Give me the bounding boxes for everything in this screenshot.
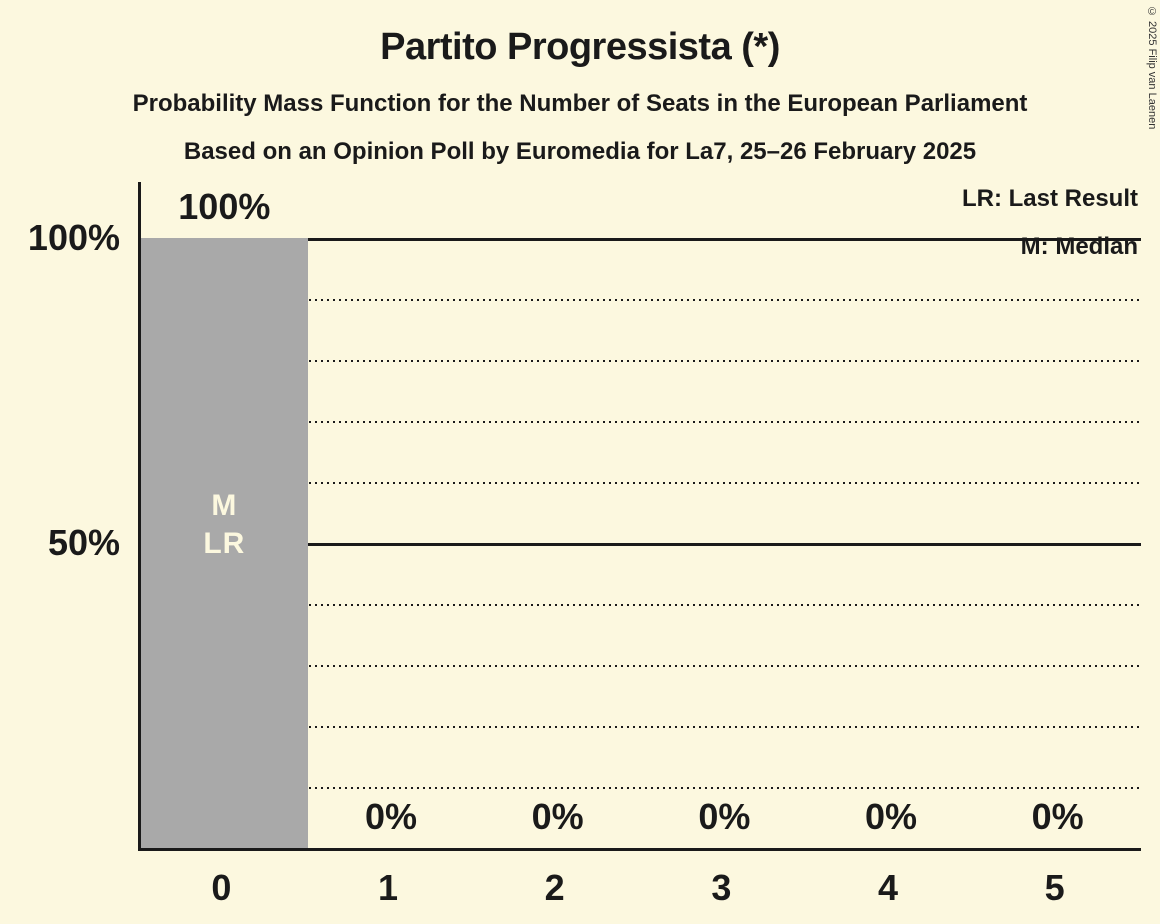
bar-value-label-seats-0: 100% [178, 186, 271, 227]
bar-value-label-seats-4: 0% [864, 796, 917, 837]
bar-seats-0: M LR [141, 238, 308, 848]
bar-value-label-seats-5: 0% [1031, 796, 1084, 837]
x-tick-label-4: 4 [877, 867, 898, 908]
x-tick-label-3: 3 [711, 867, 732, 908]
gridline-30pct [141, 665, 1141, 667]
x-tick-label-5: 5 [1044, 867, 1065, 908]
x-axis-labels: 0 1 2 3 4 5 [138, 866, 1138, 910]
gridline-20pct [141, 726, 1141, 728]
gridline-50pct [141, 543, 1141, 546]
legend: LR: Last Result M: Median [962, 184, 1138, 280]
chart-title: Partito Progressista (*) [380, 26, 780, 68]
copyright-notice: © 2025 Filip van Laenen [1146, 6, 1158, 130]
x-tick-label-1: 1 [377, 867, 398, 908]
gridline-90pct [141, 299, 1141, 301]
x-tick-label-0: 0 [211, 867, 232, 908]
bar-value-label-seats-1: 0% [364, 796, 417, 837]
plot-area: M LR 100% 0% 0% 0% 0% 0% [138, 182, 1141, 851]
gridline-70pct [141, 421, 1141, 423]
bar-annotation-line: LR [203, 526, 246, 560]
gridline-100pct [141, 238, 1141, 241]
bar-value-label-seats-2: 0% [531, 796, 584, 837]
bar-annotation-line: M [211, 488, 238, 522]
bar-value-label-seats-3: 0% [698, 796, 751, 837]
y-tick-label-100: 100% [27, 217, 120, 258]
gridline-80pct [141, 360, 1141, 362]
gridline-10pct [141, 787, 1141, 789]
chart-source-subtitle: Based on an Opinion Poll by Euromedia fo… [183, 138, 977, 165]
legend-item-median: M: Median [1020, 233, 1138, 260]
gridline-60pct [141, 482, 1141, 484]
chart-subtitle: Probability Mass Function for the Number… [132, 90, 1028, 117]
x-tick-label-2: 2 [544, 867, 565, 908]
bar-annotation-median-lastresult: M LR [141, 487, 308, 563]
legend-item-last-result: LR: Last Result [961, 185, 1138, 212]
y-tick-label-50: 50% [47, 522, 120, 563]
gridline-40pct [141, 604, 1141, 606]
